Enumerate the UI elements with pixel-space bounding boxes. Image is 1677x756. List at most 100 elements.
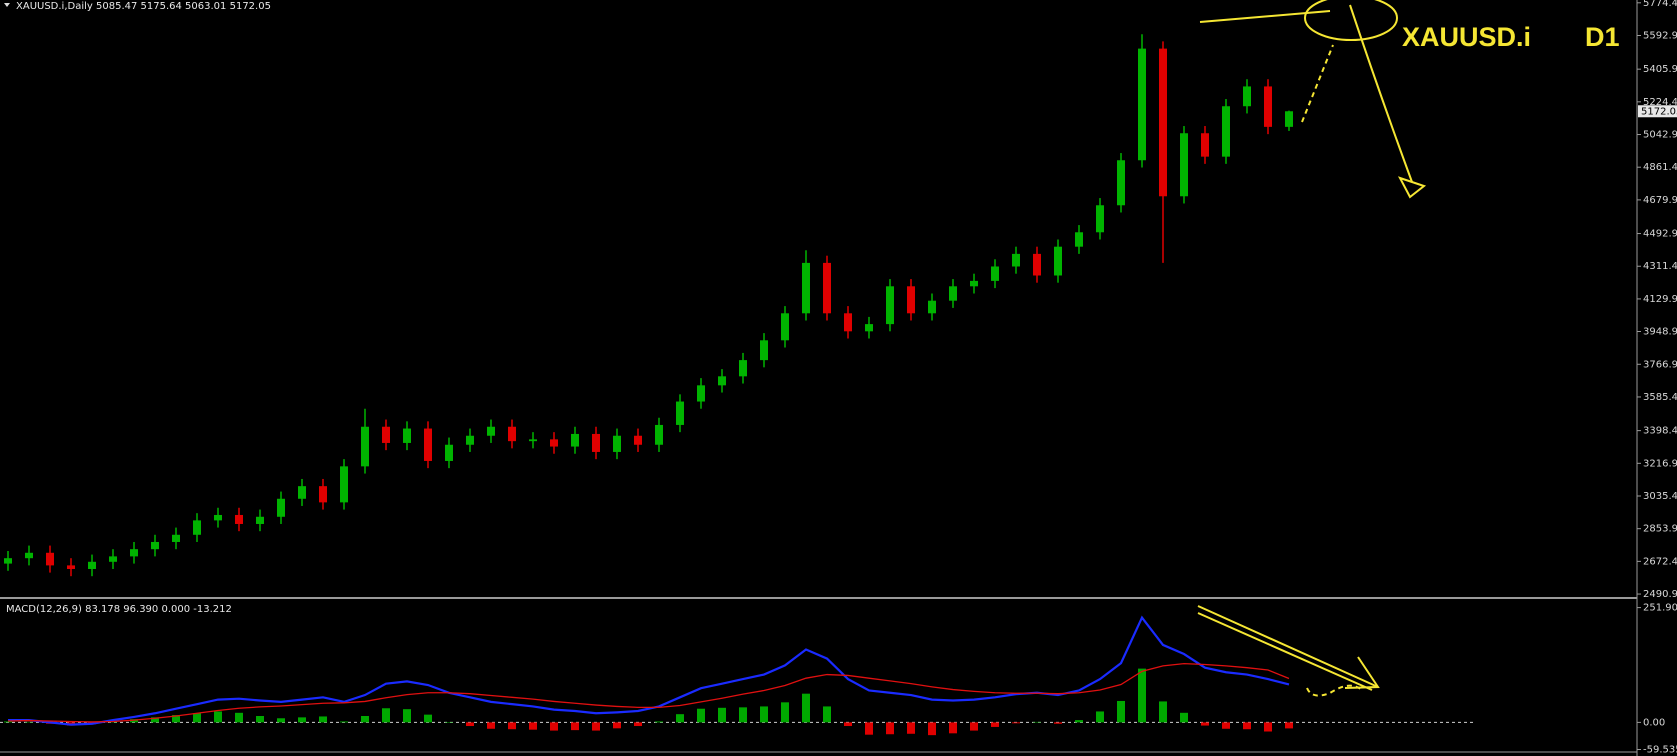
histogram-bar — [424, 714, 432, 723]
annotation: D1 — [1585, 22, 1620, 52]
y-tick-label: 3035.40 — [1643, 491, 1677, 502]
histogram-bar — [235, 712, 243, 723]
candle-body — [613, 435, 621, 452]
candle-body — [46, 552, 54, 566]
candle-body — [676, 401, 684, 425]
candle-body — [970, 280, 978, 287]
candle-body — [256, 516, 264, 524]
candle-body — [130, 549, 138, 557]
histogram-bar — [445, 722, 453, 723]
candle-body — [193, 520, 201, 535]
candle-body — [67, 565, 75, 569]
candle-body — [1117, 160, 1125, 206]
macd-line — [8, 615, 1290, 726]
y-tick-label: 5224.40 — [1643, 97, 1677, 108]
histogram-bar — [634, 722, 642, 727]
macd-line — [7, 662, 1290, 723]
histogram-bar — [1054, 722, 1062, 724]
candle-body — [634, 435, 642, 445]
candle-body — [508, 426, 516, 442]
candle-body — [25, 552, 33, 559]
candle-body — [151, 541, 159, 550]
candle-body — [949, 286, 957, 301]
histogram-bar — [4, 721, 12, 723]
candle-body — [1075, 232, 1083, 247]
histogram-bar — [1033, 721, 1041, 723]
histogram-bar — [1201, 722, 1209, 726]
candle-body — [340, 466, 348, 503]
candle-body — [1285, 111, 1293, 127]
y-tick-label: 3766.90 — [1643, 359, 1677, 370]
divergence-arrow — [1344, 656, 1380, 689]
y-tick-label: 5774.40 — [1643, 0, 1677, 9]
histogram-bar — [865, 722, 873, 735]
candle-body — [529, 439, 537, 442]
histogram-bar — [508, 722, 516, 730]
histogram-bar — [1117, 700, 1125, 723]
histogram-bar — [781, 702, 789, 723]
macd-title: MACD(12,26,9) 83.178 96.390 0.000 -13.21… — [6, 604, 232, 615]
histogram-bar — [1159, 701, 1167, 723]
candle-body — [802, 262, 810, 314]
candle-body — [844, 313, 852, 332]
projection-line — [1301, 44, 1334, 123]
histogram-bar — [256, 716, 264, 723]
histogram-bar — [1285, 722, 1293, 729]
candle-body — [823, 262, 831, 314]
histogram-bar — [382, 708, 390, 723]
candle-body — [172, 534, 180, 542]
candle-body — [382, 426, 390, 443]
histogram-bar — [319, 716, 327, 723]
candle-body — [361, 426, 369, 467]
candle-body — [1201, 133, 1209, 157]
y-tick-label: -59.535 — [1643, 745, 1677, 756]
histogram-bar — [193, 713, 201, 723]
last-price-label: 5172.05 — [1641, 106, 1677, 117]
divergence-line — [1197, 612, 1373, 691]
histogram-bar — [298, 717, 306, 723]
menu-arrow — [4, 3, 10, 7]
candle-body — [739, 360, 747, 377]
y-tick-label: 4311.40 — [1643, 261, 1677, 272]
candle-body — [319, 486, 327, 503]
candle-body — [550, 439, 558, 447]
drawings — [1197, 0, 1427, 697]
y-tick-label: 0.00 — [1643, 717, 1665, 728]
histogram-bar — [613, 722, 621, 729]
candle-body — [1138, 48, 1146, 161]
divergence-line — [1197, 605, 1379, 688]
histogram-bar — [823, 706, 831, 723]
candle-body — [1054, 246, 1062, 276]
y-tick-label: 4129.90 — [1643, 294, 1677, 305]
y-tick-label: 4492.90 — [1643, 229, 1677, 240]
y-tick-label: 3216.90 — [1643, 458, 1677, 469]
histogram-bar — [970, 722, 978, 731]
highlight-circle — [1304, 0, 1398, 41]
y-tick-label: 2490.90 — [1643, 589, 1677, 600]
candle-body — [214, 514, 222, 521]
candle-body — [781, 313, 789, 341]
candle-body — [928, 300, 936, 314]
candle-body — [1264, 86, 1272, 127]
candle-body — [697, 385, 705, 402]
candle-body — [1180, 133, 1188, 197]
histogram-bar — [676, 714, 684, 723]
histogram-bar — [907, 722, 915, 734]
y-tick-label: 5405.90 — [1643, 64, 1677, 75]
candle-body — [1159, 48, 1167, 197]
histogram-bar — [1138, 668, 1146, 723]
histogram-bar — [172, 715, 180, 723]
histogram-bar — [1096, 711, 1104, 723]
histogram-bar — [991, 722, 999, 727]
histogram-bar — [1180, 712, 1188, 723]
candle-body — [403, 428, 411, 443]
histogram-bar — [340, 721, 348, 723]
histogram-bar — [214, 711, 222, 723]
histogram-bar — [718, 707, 726, 723]
candle-body — [487, 426, 495, 436]
candle-body — [4, 558, 12, 564]
candle-body — [760, 340, 768, 361]
candle-body — [592, 433, 600, 452]
